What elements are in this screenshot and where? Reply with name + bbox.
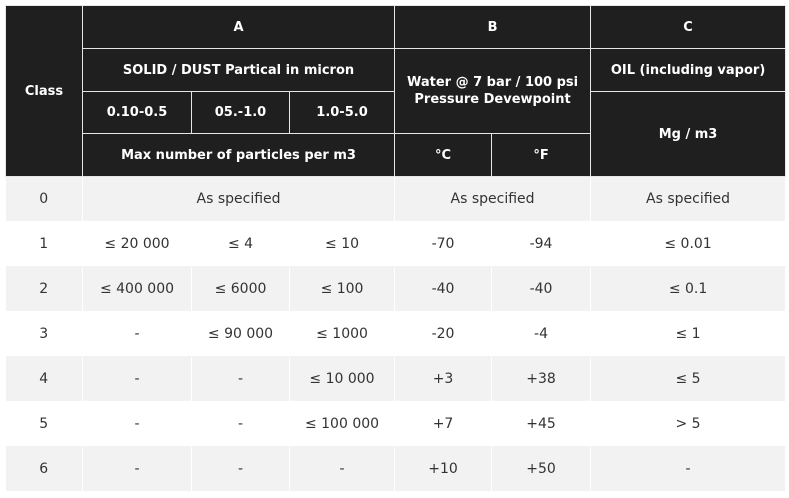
- class-cell: 6: [5, 446, 83, 492]
- particle-cell: -: [191, 446, 290, 492]
- table-row: 3 - ≤ 90 000 ≤ 1000 -20 -4 ≤ 1: [5, 311, 787, 357]
- celsius-cell: -20: [394, 311, 493, 357]
- particle-cell: -: [289, 446, 396, 492]
- celsius-cell: -70: [394, 221, 493, 267]
- table-row: 0 As specified As specified As specified: [5, 176, 787, 222]
- oil-cell: ≤ 5: [590, 356, 787, 402]
- fahrenheit-cell: +50: [491, 446, 592, 492]
- table-row: 4 - - ≤ 10 000 +3 +38 ≤ 5: [5, 356, 787, 402]
- particle-cell: ≤ 100 000: [289, 401, 396, 447]
- particle-cell: -: [82, 311, 192, 357]
- particle-cell: ≤ 6000: [191, 266, 290, 312]
- particle-cell: -: [191, 356, 290, 402]
- particle-cell: ≤ 90 000: [191, 311, 290, 357]
- oil-cell: -: [590, 446, 787, 492]
- celsius-cell: +10: [394, 446, 493, 492]
- particle-cell: ≤ 400 000: [82, 266, 192, 312]
- oil-unit-header: Mg / m3: [590, 91, 787, 177]
- group-c-header: C: [590, 5, 787, 49]
- class-cell: 3: [5, 311, 83, 357]
- table-row: 1 ≤ 20 000 ≤ 4 ≤ 10 -70 -94 ≤ 0.01: [5, 221, 787, 267]
- particle-cell: -: [191, 401, 290, 447]
- fahrenheit-cell: -40: [491, 266, 592, 312]
- particle-size-header: 05.-1.0: [191, 91, 290, 134]
- oil-header: OIL (including vapor): [590, 48, 787, 92]
- water-spec-cell: As specified: [394, 176, 592, 222]
- header-row-sizes: 0.10-0.5 05.-1.0 1.0-5.0 Mg / m3: [6, 91, 787, 177]
- fahrenheit-cell: -94: [491, 221, 592, 267]
- header-row-groups: Class A B C: [5, 5, 787, 177]
- particle-size-header: 1.0-5.0: [288, 91, 396, 134]
- particle-cell: ≤ 1000: [289, 311, 396, 357]
- particle-cell: -: [82, 401, 192, 447]
- fahrenheit-cell: +45: [491, 401, 592, 447]
- water-dewpoint-header: Water @ 7 bar / 100 psi Pressure Devewpo…: [394, 48, 592, 134]
- particle-cell: -: [82, 446, 192, 492]
- table-header: Class A B C SOLID / DUST Partical in mic…: [5, 5, 787, 177]
- table-body: 0 As specified As specified As specified…: [5, 176, 787, 492]
- oil-cell: ≤ 1: [590, 311, 787, 357]
- air-quality-class-table: Class A B C SOLID / DUST Partical in mic…: [5, 5, 787, 492]
- class-cell: 5: [5, 401, 83, 447]
- particle-size-header: 0.10-0.5: [82, 91, 192, 134]
- max-particles-header: Max number of particles per m3: [81, 133, 396, 177]
- particle-cell: ≤ 4: [191, 221, 290, 267]
- table-row: 2 ≤ 400 000 ≤ 6000 ≤ 100 -40 -40 ≤ 0.1: [5, 266, 787, 312]
- header-row-units: Max number of particles per m3 °C °F: [6, 133, 786, 177]
- oil-spec-cell: As specified: [590, 176, 787, 222]
- table-row: 6 - - - +10 +50 -: [5, 446, 787, 492]
- group-a-header: A: [81, 5, 396, 49]
- solid-spec-cell: As specified: [82, 176, 396, 222]
- oil-cell: ≤ 0.01: [590, 221, 787, 267]
- celsius-cell: -40: [394, 266, 493, 312]
- particle-cell: ≤ 20 000: [82, 221, 192, 267]
- group-b-header: B: [394, 5, 592, 49]
- oil-cell: > 5: [590, 401, 787, 447]
- solid-dust-header: SOLID / DUST Partical in micron: [81, 48, 396, 92]
- table-row: 5 - - ≤ 100 000 +7 +45 > 5: [5, 401, 787, 447]
- class-header: Class: [5, 5, 83, 177]
- particle-cell: ≤ 10 000: [289, 356, 396, 402]
- particle-cell: ≤ 100: [289, 266, 396, 312]
- particle-cell: -: [82, 356, 192, 402]
- header-row-categories: SOLID / DUST Partical in micron Water @ …: [6, 48, 787, 134]
- class-cell: 2: [5, 266, 83, 312]
- celsius-cell: +7: [394, 401, 493, 447]
- class-cell: 1: [5, 221, 83, 267]
- class-cell: 4: [5, 356, 83, 402]
- celsius-cell: +3: [394, 356, 493, 402]
- class-cell: 0: [5, 176, 83, 222]
- particle-cell: ≤ 10: [289, 221, 396, 267]
- fahrenheit-cell: -4: [491, 311, 592, 357]
- celsius-header: °C: [394, 133, 493, 177]
- oil-cell: ≤ 0.1: [590, 266, 787, 312]
- fahrenheit-cell: +38: [491, 356, 592, 402]
- fahrenheit-header: °F: [491, 133, 592, 177]
